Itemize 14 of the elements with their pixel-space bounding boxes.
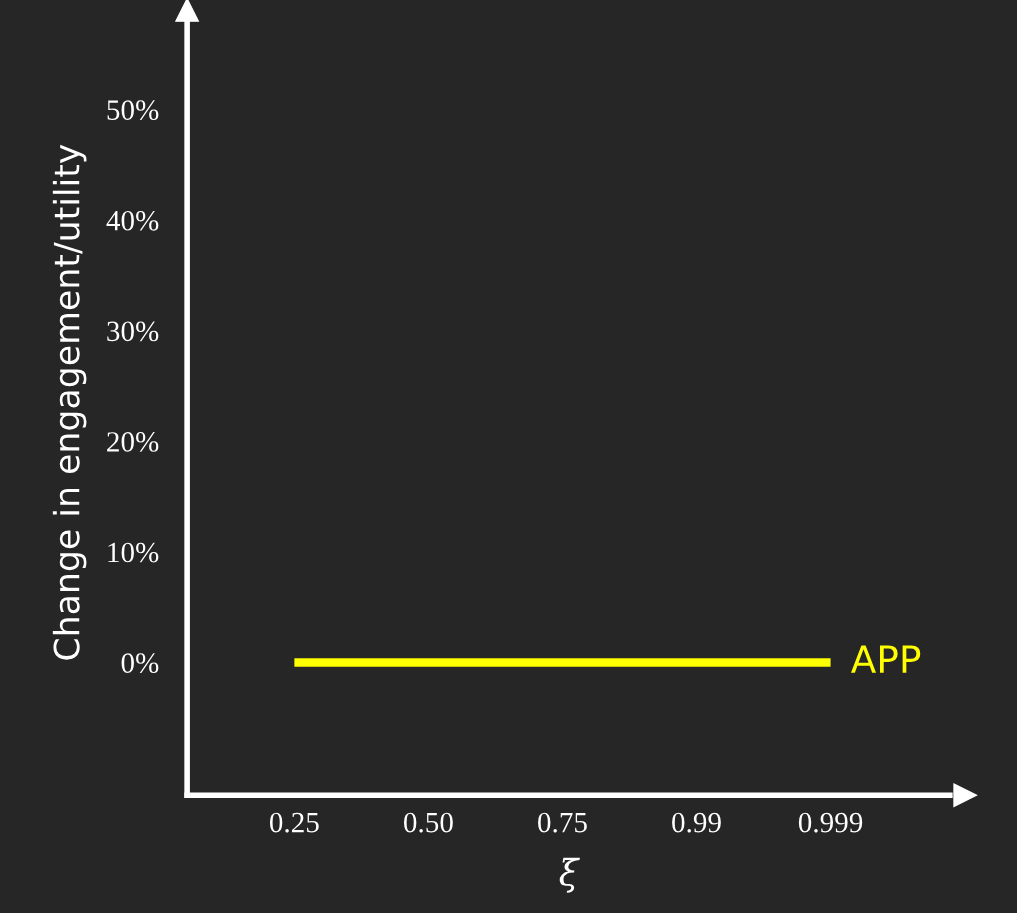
y-tick-label: 50% [107, 100, 159, 121]
series-label: APP [850, 645, 921, 673]
x-tick-label: 0.999 [798, 812, 863, 833]
y-tick-label: 40% [106, 210, 159, 231]
x-tick-label: 0.50 [404, 812, 453, 833]
y-tick-label: 30% [107, 321, 159, 342]
y-tick-label: 0% [121, 653, 159, 674]
x-tick-label: 0.75 [538, 812, 587, 833]
x-tick-label: 0.25 [269, 812, 319, 833]
x-tick-label: 0.99 [672, 812, 721, 833]
y-tick-label: 10% [108, 542, 159, 563]
y-axis-title: Change in engagement/utility [52, 144, 87, 660]
y-tick-label: 20% [107, 432, 159, 452]
x-axis-title: ξ [559, 857, 580, 893]
